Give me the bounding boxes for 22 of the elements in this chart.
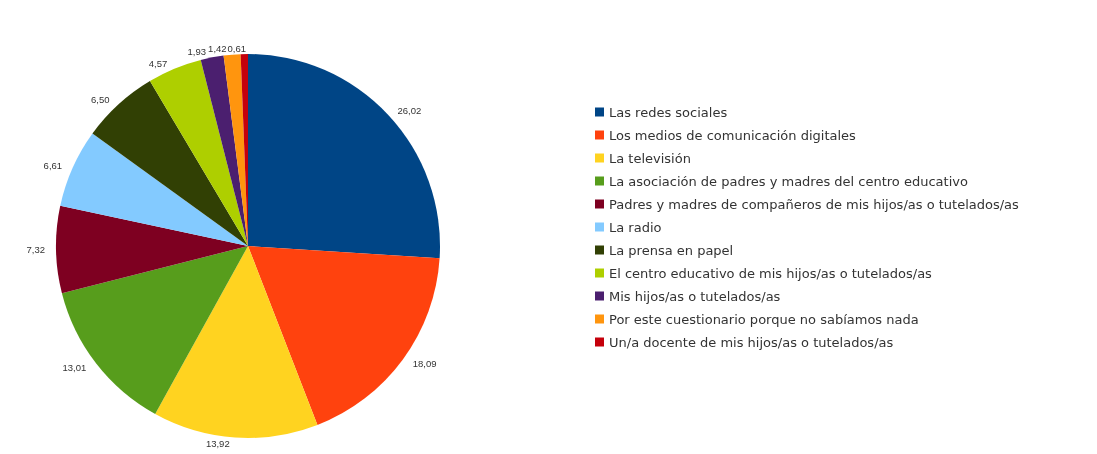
legend-label: La radio [609, 219, 662, 235]
data-label: 1,42 [208, 43, 227, 55]
legend-label: La prensa en papel [609, 242, 734, 258]
legend-label: Mis hijos/as o tutelados/as [609, 288, 781, 304]
legend-label: Un/a docente de mis hijos/as o tutelados/as [609, 334, 894, 350]
data-label: 0,61 [227, 42, 247, 54]
legend-label: Los medios de comunicación digitales [609, 127, 857, 143]
data-label: 26,02 [397, 105, 422, 117]
data-label: 13,01 [62, 361, 87, 373]
data-label: 18,09 [412, 357, 437, 369]
legend-label: Por este cuestionario porque no sabíamos nada [609, 311, 919, 327]
data-label: 6,50 [90, 94, 110, 106]
legend-label: Padres y madres de compañeros de mis hijos/as o tutelados/as [609, 196, 1020, 212]
legend-label: La televisión [609, 150, 691, 166]
data-label: 7,32 [26, 244, 46, 256]
data-label: 6,61 [43, 159, 63, 171]
legend-label: La asociación de padres y madres del centro educativo [609, 173, 968, 189]
data-label: 1,93 [187, 46, 206, 57]
data-label: 4,57 [148, 57, 168, 69]
data-label: 13,92 [205, 438, 230, 450]
legend-label: Las redes sociales [609, 104, 728, 120]
legend-label: El centro educativo de mis hijos/as o tutelados/as [609, 265, 933, 281]
